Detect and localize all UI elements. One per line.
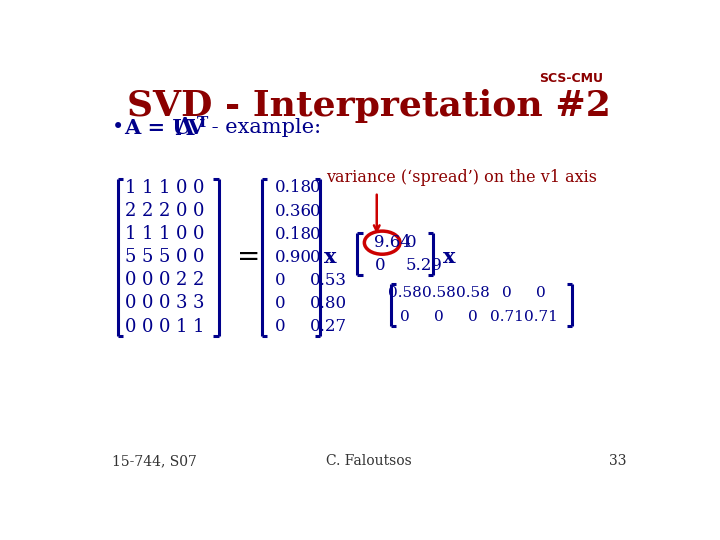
Text: variance (‘spread’) on the v1 axis: variance (‘spread’) on the v1 axis [326, 168, 598, 186]
Text: 1: 1 [142, 179, 153, 197]
Text: V: V [187, 118, 203, 138]
Text: 0: 0 [405, 234, 416, 251]
Text: 0: 0 [142, 318, 153, 335]
Text: 5: 5 [158, 248, 170, 266]
Text: 1: 1 [176, 318, 187, 335]
Text: 0.18: 0.18 [274, 179, 312, 197]
Text: 0: 0 [400, 309, 410, 323]
Text: 0.58: 0.58 [388, 287, 421, 300]
Text: 0: 0 [374, 257, 385, 274]
Text: 0: 0 [536, 287, 546, 300]
Text: 5: 5 [125, 248, 136, 266]
Text: 0: 0 [310, 249, 320, 266]
Text: 0: 0 [310, 202, 320, 220]
Text: 0.18: 0.18 [274, 226, 312, 242]
Text: 0: 0 [176, 179, 187, 197]
Text: 0: 0 [142, 294, 153, 313]
Text: 0.53: 0.53 [310, 272, 347, 289]
Text: 1: 1 [125, 179, 136, 197]
Text: 0: 0 [158, 318, 170, 335]
Text: 0.80: 0.80 [310, 295, 347, 312]
Text: 0: 0 [125, 294, 136, 313]
Text: 0: 0 [434, 309, 444, 323]
Text: 2: 2 [142, 202, 153, 220]
Text: 3: 3 [176, 294, 187, 313]
Text: 0: 0 [274, 318, 285, 335]
Text: 0: 0 [310, 226, 320, 242]
Text: SVD - Interpretation #2: SVD - Interpretation #2 [127, 90, 611, 124]
Text: 0.71: 0.71 [524, 309, 558, 323]
Text: 0.36: 0.36 [274, 202, 312, 220]
Text: 0: 0 [142, 272, 153, 289]
Text: 33: 33 [609, 454, 626, 468]
Text: 2: 2 [193, 272, 204, 289]
Text: 1: 1 [158, 225, 170, 243]
Text: 0: 0 [468, 309, 478, 323]
Text: 0: 0 [176, 225, 187, 243]
Text: 0: 0 [176, 248, 187, 266]
Text: 0: 0 [125, 272, 136, 289]
Text: 0.58: 0.58 [422, 287, 456, 300]
Text: 0.27: 0.27 [310, 318, 347, 335]
Text: 0: 0 [176, 202, 187, 220]
Text: 0.58: 0.58 [456, 287, 490, 300]
Text: SCS-CMU: SCS-CMU [539, 72, 603, 85]
Text: 0: 0 [125, 318, 136, 335]
Text: 0: 0 [193, 225, 204, 243]
Text: 0: 0 [193, 202, 204, 220]
Text: 1: 1 [158, 179, 170, 197]
Text: 15-744, S07: 15-744, S07 [112, 454, 197, 468]
Text: 0: 0 [193, 179, 204, 197]
Text: Λ: Λ [175, 116, 194, 140]
Text: 3: 3 [193, 294, 204, 313]
Text: 0: 0 [274, 295, 285, 312]
Text: 2: 2 [158, 202, 170, 220]
Text: C. Faloutsos: C. Faloutsos [326, 454, 412, 468]
Text: 5: 5 [142, 248, 153, 266]
Text: •: • [112, 118, 124, 138]
Text: 1: 1 [142, 225, 153, 243]
Text: T: T [197, 116, 208, 130]
Text: 0: 0 [502, 287, 512, 300]
Text: 0: 0 [193, 248, 204, 266]
Text: =: = [237, 244, 261, 271]
Text: A = U: A = U [124, 118, 191, 138]
Text: 0.71: 0.71 [490, 309, 524, 323]
Text: 1: 1 [125, 225, 136, 243]
Text: 2: 2 [125, 202, 136, 220]
Text: 0: 0 [274, 272, 285, 289]
Text: 9.64: 9.64 [374, 234, 411, 251]
Text: 5.29: 5.29 [405, 257, 442, 274]
Text: - example:: - example: [204, 118, 321, 138]
Text: 0: 0 [310, 179, 320, 197]
Text: x: x [443, 247, 455, 267]
Text: 1: 1 [193, 318, 204, 335]
Text: x: x [324, 247, 336, 267]
Text: 2: 2 [176, 272, 187, 289]
Text: 0: 0 [158, 294, 170, 313]
Text: 0: 0 [158, 272, 170, 289]
Text: 0.90: 0.90 [274, 249, 312, 266]
